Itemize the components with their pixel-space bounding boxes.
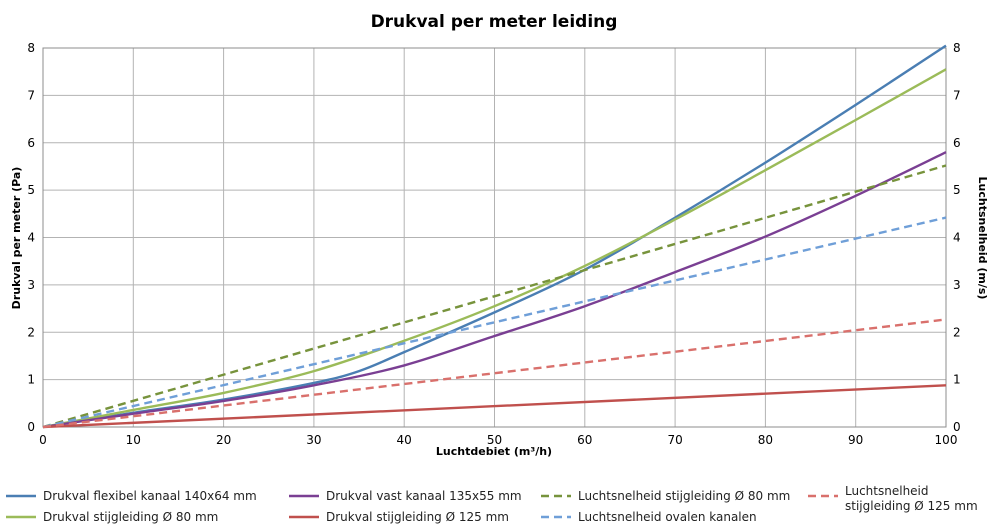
series-line-5 [42,164,947,429]
legend-swatch [808,494,838,498]
x-tick-label: 90 [848,433,863,447]
y-tick-label-right: 7 [953,88,961,102]
y-tick-label-right: 4 [953,231,961,245]
series-line-7 [42,318,947,429]
y-tick-label-left: 7 [27,88,35,102]
x-tick-label: 60 [577,433,592,447]
series-line-4 [42,384,947,429]
series-layer [42,44,947,429]
legend-label: Luchtsnelheid stijgleiding Ø 125 mm [845,484,978,513]
series-line-6 [42,216,947,429]
legend-label: Drukval flexibel kanaal 140x64 mm [43,489,257,503]
grid-layer [42,47,947,428]
legend-swatch [289,515,319,519]
y-tick-label-right: 1 [953,373,961,387]
x-tick-label: 30 [306,433,321,447]
legend-label: Luchtsnelheid ovalen kanalen [578,510,757,524]
y-tick-label-left: 8 [27,41,35,55]
x-tick-label: 40 [397,433,412,447]
x-tick-label: 80 [758,433,773,447]
x-tick-label: 20 [216,433,231,447]
legend-label: Drukval stijgleiding Ø 80 mm [43,510,219,524]
legend-swatch [289,494,319,498]
y-tick-label-left: 0 [27,420,35,434]
plot-frame [42,47,947,428]
legend-swatch [541,515,571,519]
legend-item-7: Luchtsnelheid stijgleiding Ø 125 mm [808,484,978,514]
y-tick-label-left: 5 [27,183,35,197]
legend-swatch [541,494,571,498]
y-tick-label-right: 2 [953,325,961,339]
legend-item-1: Drukval flexibel kanaal 140x64 mm [6,489,257,504]
y-axis-label-right: Luchtsnelheid (m/s) [976,177,989,300]
legend-item-4: Drukval stijgleiding Ø 125 mm [289,510,509,525]
y-tick-label-left: 6 [27,136,35,150]
legend-label: Drukval stijgleiding Ø 125 mm [326,510,509,524]
y-tick-label-right: 6 [953,136,961,150]
y-tick-label-left: 1 [27,373,35,387]
y-tick-label-right: 3 [953,278,961,292]
x-axis-label: Luchtdebiet (m³/h) [436,445,552,458]
chart-title: Drukval per meter leiding [371,12,618,32]
x-tick-label: 100 [935,433,958,447]
x-tick-label: 70 [667,433,682,447]
series-line-3 [42,151,947,429]
x-tick-label: 50 [487,433,502,447]
y-tick-label-left: 4 [27,231,35,245]
y-tick-label-right: 0 [953,420,961,434]
legend-label: Luchtsnelheid stijgleiding Ø 80 mm [578,489,791,503]
y-tick-label-left: 2 [27,325,35,339]
legend-swatch [6,494,36,498]
chart-plot: Drukval per meter leiding Drukval per me… [10,12,989,458]
legend-item-3: Drukval vast kanaal 135x55 mm [289,489,522,504]
x-tick-label: 10 [126,433,141,447]
legend-swatch [6,515,36,519]
y-tick-label-right: 8 [953,41,961,55]
legend-item-2: Drukval stijgleiding Ø 80 mm [6,510,218,525]
series-line-1 [42,44,947,429]
series-line-2 [42,68,947,429]
x-tick-label: 0 [39,433,47,447]
y-tick-label-right: 5 [953,183,961,197]
y-tick-label-left: 3 [27,278,35,292]
legend-item-6: Luchtsnelheid ovalen kanalen [541,510,757,525]
legend-label: Drukval vast kanaal 135x55 mm [326,489,522,503]
legend-item-5: Luchtsnelheid stijgleiding Ø 80 mm [541,489,790,504]
y-axis-label-left: Drukval per meter (Pa) [10,167,23,310]
